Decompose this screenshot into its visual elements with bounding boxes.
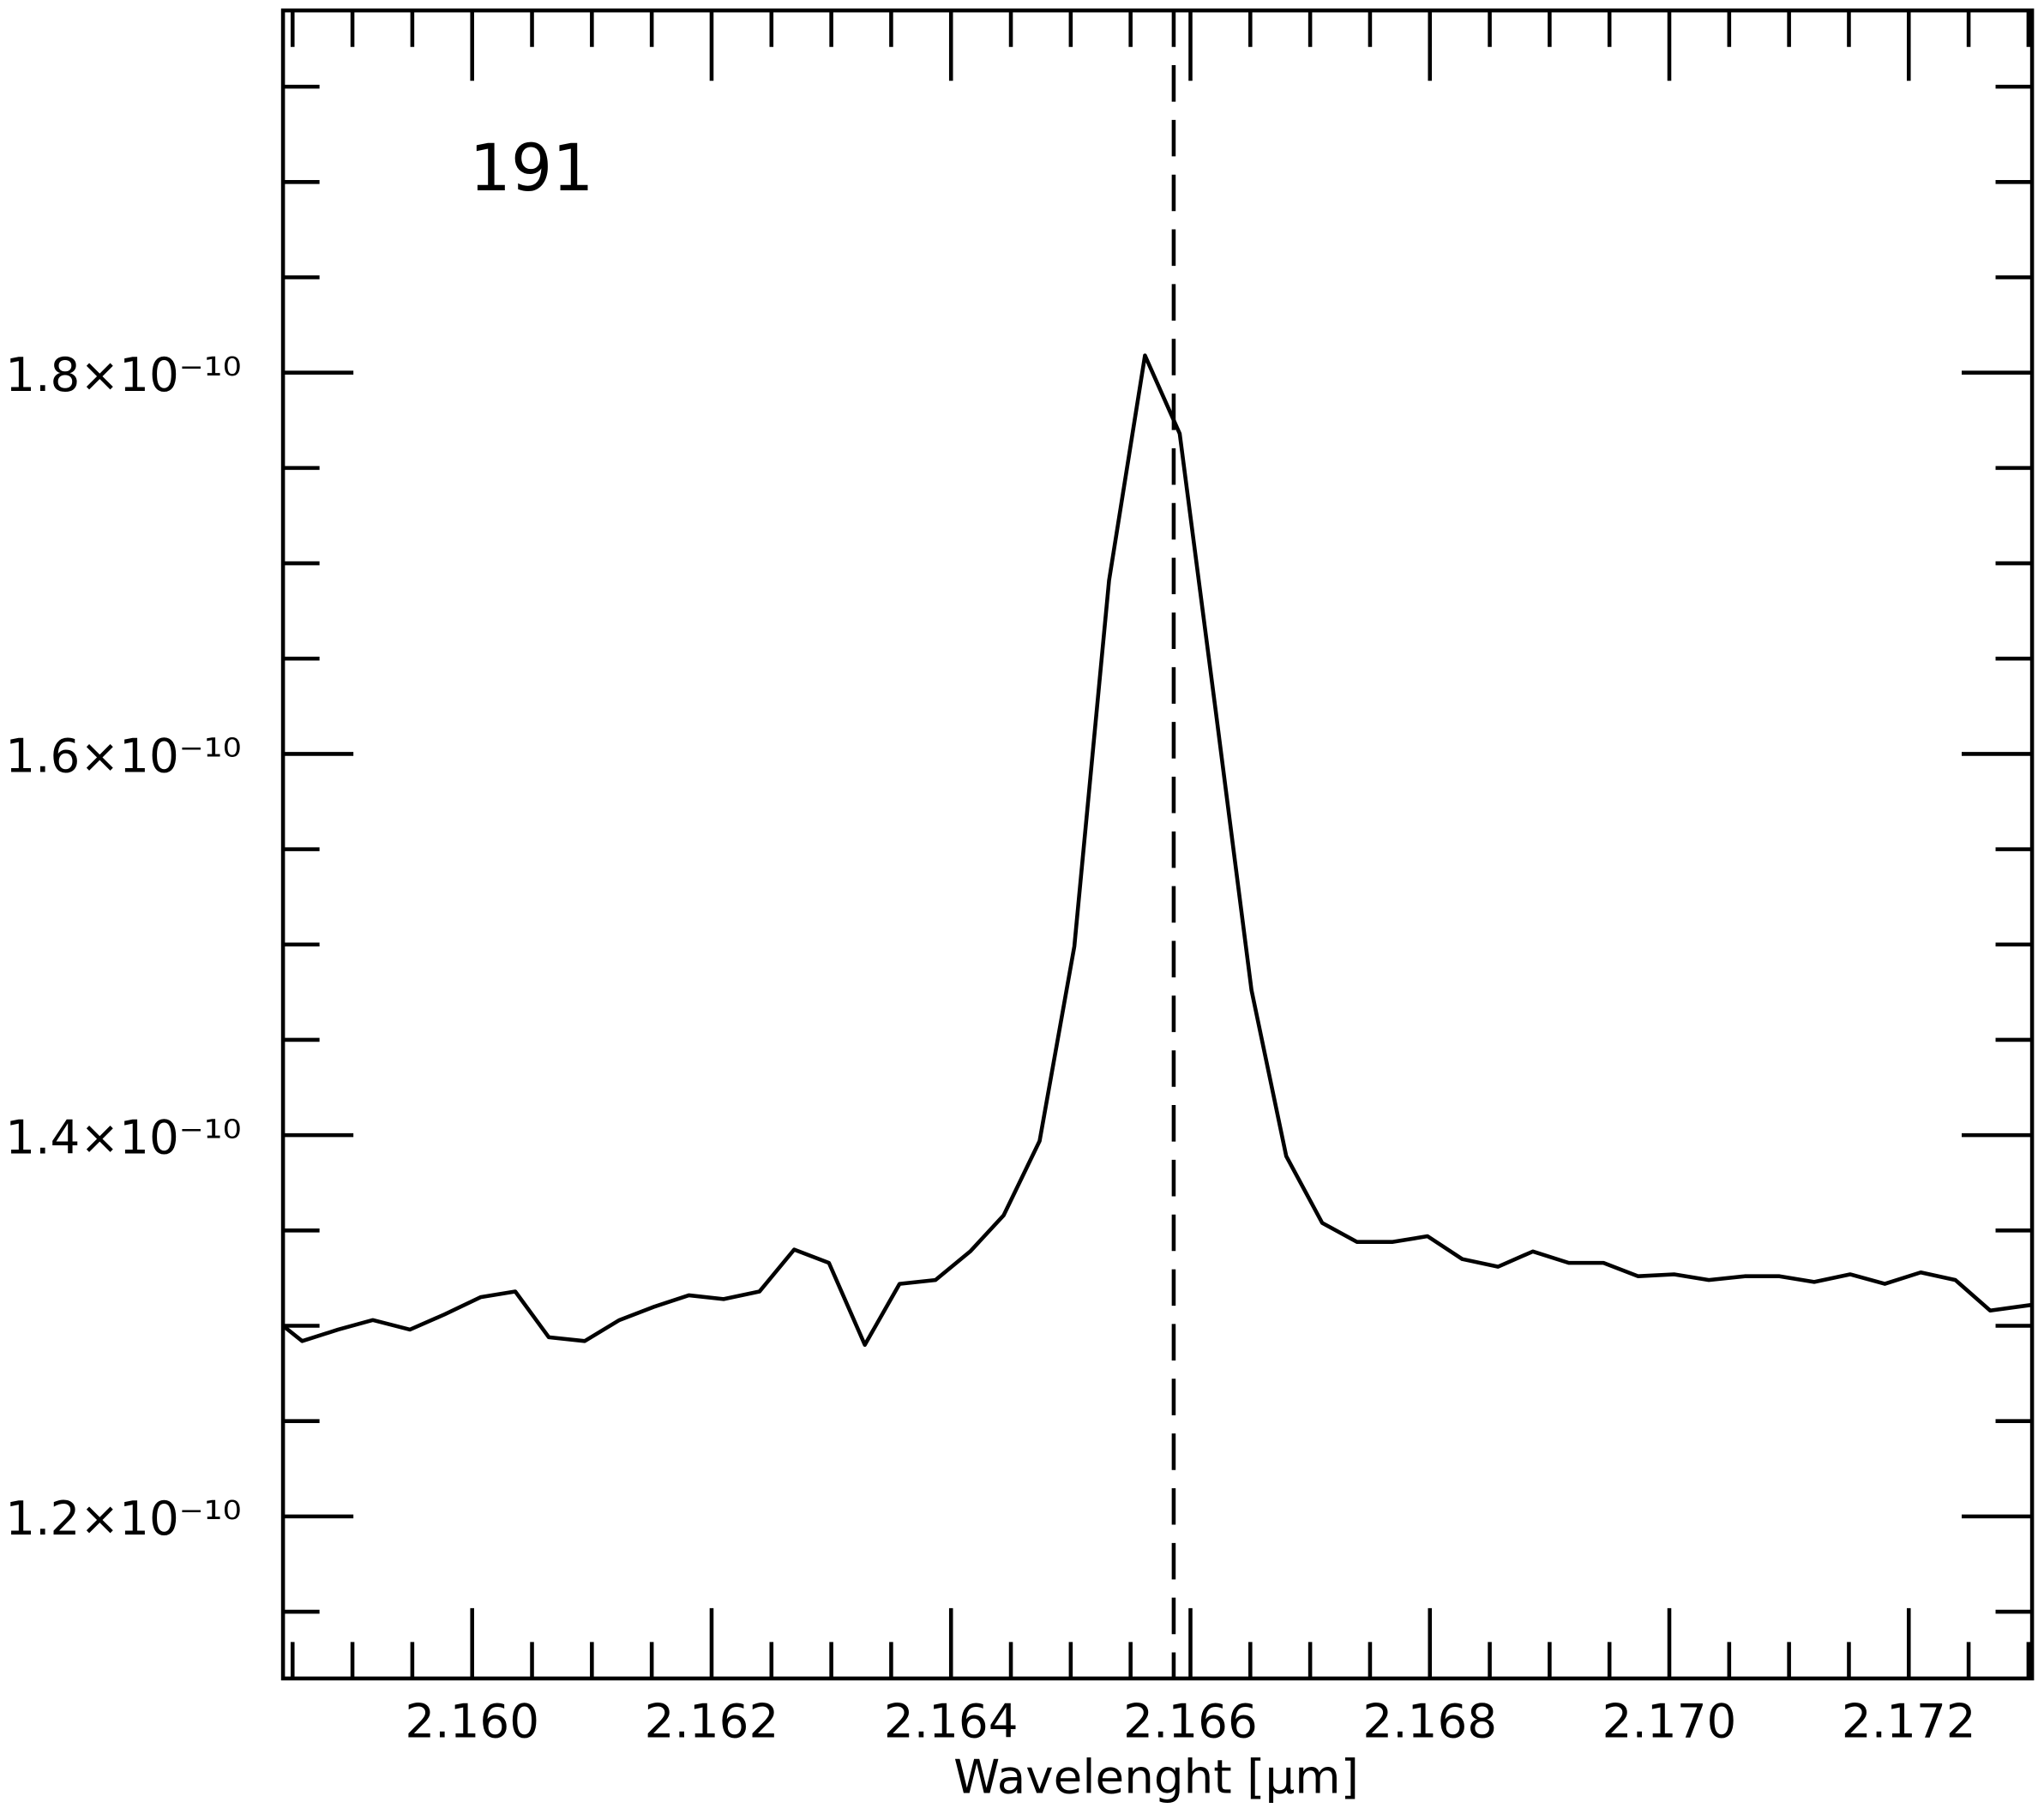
y-tick-label: 1.2×10⁻¹⁰ [5, 1491, 241, 1546]
x-tick-label: 2.170 [1602, 1693, 1737, 1748]
plot-frame [280, 8, 2035, 1681]
x-tick-label: 2.166 [1123, 1693, 1258, 1748]
x-tick-label: 2.162 [645, 1693, 779, 1748]
x-tick-label: 2.172 [1842, 1693, 1976, 1748]
x-axis-label: Wavelenght [μm] [953, 1750, 1359, 1805]
annotation: 191 [469, 129, 593, 206]
x-tick-label: 2.160 [405, 1693, 539, 1748]
y-tick-label: 1.6×10⁻¹⁰ [5, 729, 241, 784]
y-tick-label: 1.8×10⁻¹⁰ [5, 347, 241, 402]
line-series [281, 353, 2033, 1348]
x-tick-label: 2.168 [1362, 1693, 1497, 1748]
x-tick-label: 2.164 [884, 1693, 1019, 1748]
y-tick-label: 1.4×10⁻¹⁰ [5, 1109, 241, 1164]
